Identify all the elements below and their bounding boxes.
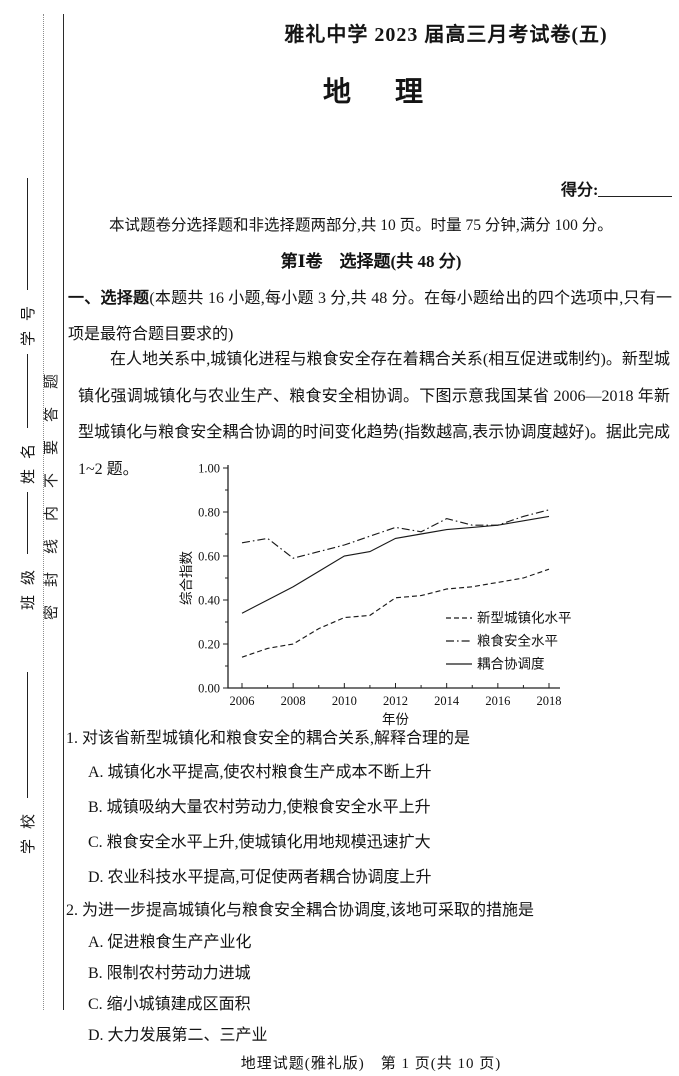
- score-blank[interactable]: [598, 183, 673, 197]
- svg-text:2008: 2008: [281, 694, 306, 708]
- question-1-number: 1.: [66, 730, 78, 747]
- svg-text:0.60: 0.60: [198, 550, 220, 564]
- svg-text:0.20: 0.20: [198, 638, 220, 652]
- page-footer: 地理试题(雅礼版) 第 1 页(共 10 页): [240, 1056, 502, 1072]
- section-title: 第Ⅰ卷 选择题(共 48 分): [280, 252, 462, 271]
- student-id-label: 学号: [20, 295, 37, 346]
- exam-instructions: 本试题卷分选择题和非选择题两部分,共 10 页。时量 75 分钟,满分 100 …: [109, 217, 613, 234]
- svg-text:0.80: 0.80: [198, 506, 220, 520]
- svg-text:新型城镇化水平: 新型城镇化水平: [477, 611, 572, 626]
- question-2: 2. 为进一步提高城镇化与粮食安全耦合协调度,该地可采取的措施是 A. 促进粮食生…: [66, 894, 672, 1051]
- question-2-stem: 2. 为进一步提高城镇化与粮食安全耦合协调度,该地可采取的措施是: [66, 894, 672, 927]
- question-1: 1. 对该省新型城镇化和粮食安全的耦合关系,解释合理的是 A. 城镇化水平提高,使…: [66, 722, 672, 895]
- name-label: 姓名: [20, 433, 37, 484]
- student-id-field: 学号: [17, 178, 37, 346]
- svg-text:0.00: 0.00: [198, 682, 220, 696]
- question-2-option-a: A. 促进粮食生产产业化: [88, 934, 252, 951]
- coupling-chart-figure: 0.00 0.20 0.40 0.60 0.80 1.00 2006 2008 2010 2012…: [178, 452, 598, 730]
- school-label: 学校: [20, 803, 37, 854]
- question-1-option-c: C. 粮食安全水平上升,使城镇化用地规模迅速扩大: [88, 834, 431, 851]
- part1-label: 一、选择题: [68, 290, 150, 307]
- svg-text:2016: 2016: [485, 694, 510, 708]
- question-1-stem: 1. 对该省新型城镇化和粮食安全的耦合关系,解释合理的是: [66, 722, 672, 755]
- svg-text:2018: 2018: [537, 694, 562, 708]
- svg-text:0.40: 0.40: [198, 594, 220, 608]
- question-2-text: 为进一步提高城镇化与粮食安全耦合协调度,该地可采取的措施是: [82, 902, 535, 919]
- question-1-option-a: A. 城镇化水平提高,使农村粮食生产成本不断上升: [88, 764, 432, 781]
- school-blank[interactable]: [26, 672, 28, 798]
- score-box: 得分:: [561, 176, 673, 200]
- question-2-option-c: C. 缩小城镇建成区面积: [88, 996, 251, 1013]
- question-2-number: 2.: [66, 902, 78, 919]
- svg-text:2012: 2012: [383, 694, 408, 708]
- question-1-option-b: B. 城镇吸纳大量农村劳动力,使粮食安全水平上升: [88, 799, 431, 816]
- part1-heading: 一、选择题(本题共 16 小题,每小题 3 分,共 48 分。在每小题给出的四个…: [68, 281, 672, 353]
- subject-title: 地 理: [322, 77, 431, 108]
- svg-text:综合指数: 综合指数: [179, 551, 194, 605]
- question-1-option-d: D. 农业科技水平提高,可促使两者耦合协调度上升: [88, 869, 432, 886]
- question-2-option-d: D. 大力发展第二、三产业: [88, 1027, 268, 1044]
- school-field: 学校: [17, 672, 37, 854]
- question-2-option-b: B. 限制农村劳动力进城: [88, 965, 251, 982]
- question-1-text: 对该省新型城镇化和粮食安全的耦合关系,解释合理的是: [82, 730, 471, 747]
- passage: 在人地关系中,城镇化进程与粮食安全存在着耦合关系(相互促进或制约)。新型城镇化强…: [78, 351, 670, 478]
- svg-text:2010: 2010: [332, 694, 357, 708]
- name-field: 姓名: [17, 354, 37, 484]
- part1-desc: (本题共 16 小题,每小题 3 分,共 48 分。在每小题给出的四个选项中,只…: [68, 290, 672, 343]
- coupling-chart: 0.00 0.20 0.40 0.60 0.80 1.00 2006 2008 2010 2012…: [179, 462, 572, 728]
- seal-notice: 密封线内不要答题: [44, 355, 60, 620]
- class-field: 班级: [17, 492, 37, 610]
- svg-text:1.00: 1.00: [198, 462, 220, 476]
- score-label: 得分:: [561, 182, 599, 199]
- class-blank[interactable]: [26, 492, 28, 554]
- svg-text:粮食安全水平: 粮食安全水平: [477, 633, 558, 649]
- svg-text:耦合协调度: 耦合协调度: [477, 657, 545, 672]
- exam-title: 雅礼中学 2023 届高三月考试卷(五): [284, 24, 608, 46]
- seal-dotted-line: [43, 14, 44, 1010]
- svg-text:2006: 2006: [230, 694, 255, 708]
- svg-text:年份: 年份: [382, 712, 409, 727]
- content-frame-line: [63, 14, 64, 1010]
- student-id-blank[interactable]: [26, 178, 28, 290]
- class-label: 班级: [20, 559, 37, 610]
- name-blank[interactable]: [26, 354, 28, 428]
- svg-text:2014: 2014: [434, 694, 460, 708]
